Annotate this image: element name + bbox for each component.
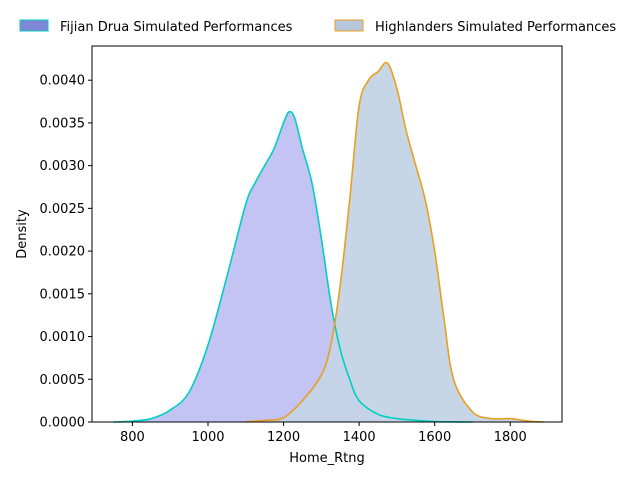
x-tick-label: 1000 [191,430,224,445]
x-tick-label: 800 [120,430,145,445]
y-tick-label: 0.0040 [40,74,86,89]
y-axis: 0.0000 0.0005 0.0010 0.0015 0.0020 0.0025 0.00… [40,74,92,431]
series-2-area [245,62,545,422]
plot-fills [113,62,545,422]
y-tick-label: 0.0010 [40,330,86,345]
legend-label-1: Fijian Drua Simulated Performances [60,20,293,35]
x-tick-label: 1600 [418,430,451,445]
x-tick-label: 1200 [267,430,300,445]
legend-label-2: Highlanders Simulated Performances [375,20,616,35]
y-tick-label: 0.0035 [40,116,86,131]
x-axis: 800 1000 1200 1400 1600 1800 [120,422,527,445]
series-1-line [113,110,473,423]
y-tick-label: 0.0015 [40,287,86,302]
legend-swatch-2 [334,19,364,32]
series-2-line [245,61,545,423]
legend: Fijian Drua Simulated Performances Highla… [19,19,616,35]
y-tick-label: 0.0000 [40,416,86,431]
legend-swatch-1 [19,19,49,32]
y-tick-label: 0.0025 [40,202,86,217]
y-axis-label: Density [15,209,30,259]
y-tick-label: 0.0005 [40,373,86,388]
x-tick-label: 1800 [494,430,527,445]
x-tick-label: 1400 [343,430,376,445]
y-tick-label: 0.0030 [40,159,86,174]
x-axis-label: Home_Rtng [289,451,365,466]
plot-frame [91,45,563,423]
plot-lines [113,61,545,423]
series-1-area [113,111,473,422]
y-tick-label: 0.0020 [40,245,86,260]
